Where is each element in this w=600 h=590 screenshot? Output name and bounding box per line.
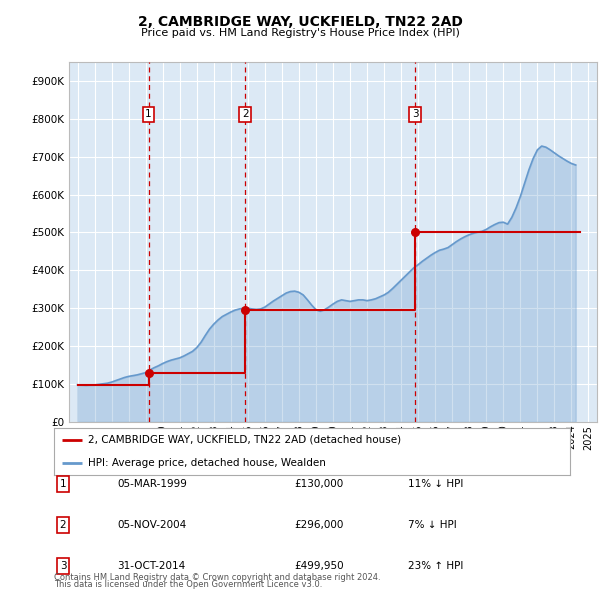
Text: This data is licensed under the Open Government Licence v3.0.: This data is licensed under the Open Gov…: [54, 581, 322, 589]
Text: 23% ↑ HPI: 23% ↑ HPI: [408, 562, 463, 571]
Text: 11% ↓ HPI: 11% ↓ HPI: [408, 479, 463, 489]
Text: Price paid vs. HM Land Registry's House Price Index (HPI): Price paid vs. HM Land Registry's House …: [140, 28, 460, 38]
Text: 1: 1: [59, 479, 67, 489]
Text: 05-NOV-2004: 05-NOV-2004: [117, 520, 186, 530]
Text: 7% ↓ HPI: 7% ↓ HPI: [408, 520, 457, 530]
Point: [410, 228, 420, 237]
Text: HPI: Average price, detached house, Wealden: HPI: Average price, detached house, Weal…: [88, 458, 325, 468]
Text: 2: 2: [242, 109, 248, 119]
Text: £296,000: £296,000: [294, 520, 343, 530]
Text: £130,000: £130,000: [294, 479, 343, 489]
Point: [144, 368, 154, 378]
Text: 31-OCT-2014: 31-OCT-2014: [117, 562, 185, 571]
Text: 2, CAMBRIDGE WAY, UCKFIELD, TN22 2AD: 2, CAMBRIDGE WAY, UCKFIELD, TN22 2AD: [137, 15, 463, 29]
Text: 3: 3: [59, 562, 67, 571]
Text: Contains HM Land Registry data © Crown copyright and database right 2024.: Contains HM Land Registry data © Crown c…: [54, 573, 380, 582]
Text: 2: 2: [59, 520, 67, 530]
Text: 2, CAMBRIDGE WAY, UCKFIELD, TN22 2AD (detached house): 2, CAMBRIDGE WAY, UCKFIELD, TN22 2AD (de…: [88, 435, 401, 444]
Point: [241, 305, 250, 314]
Text: 3: 3: [412, 109, 419, 119]
Text: £499,950: £499,950: [294, 562, 344, 571]
Text: 05-MAR-1999: 05-MAR-1999: [117, 479, 187, 489]
Text: 1: 1: [145, 109, 152, 119]
